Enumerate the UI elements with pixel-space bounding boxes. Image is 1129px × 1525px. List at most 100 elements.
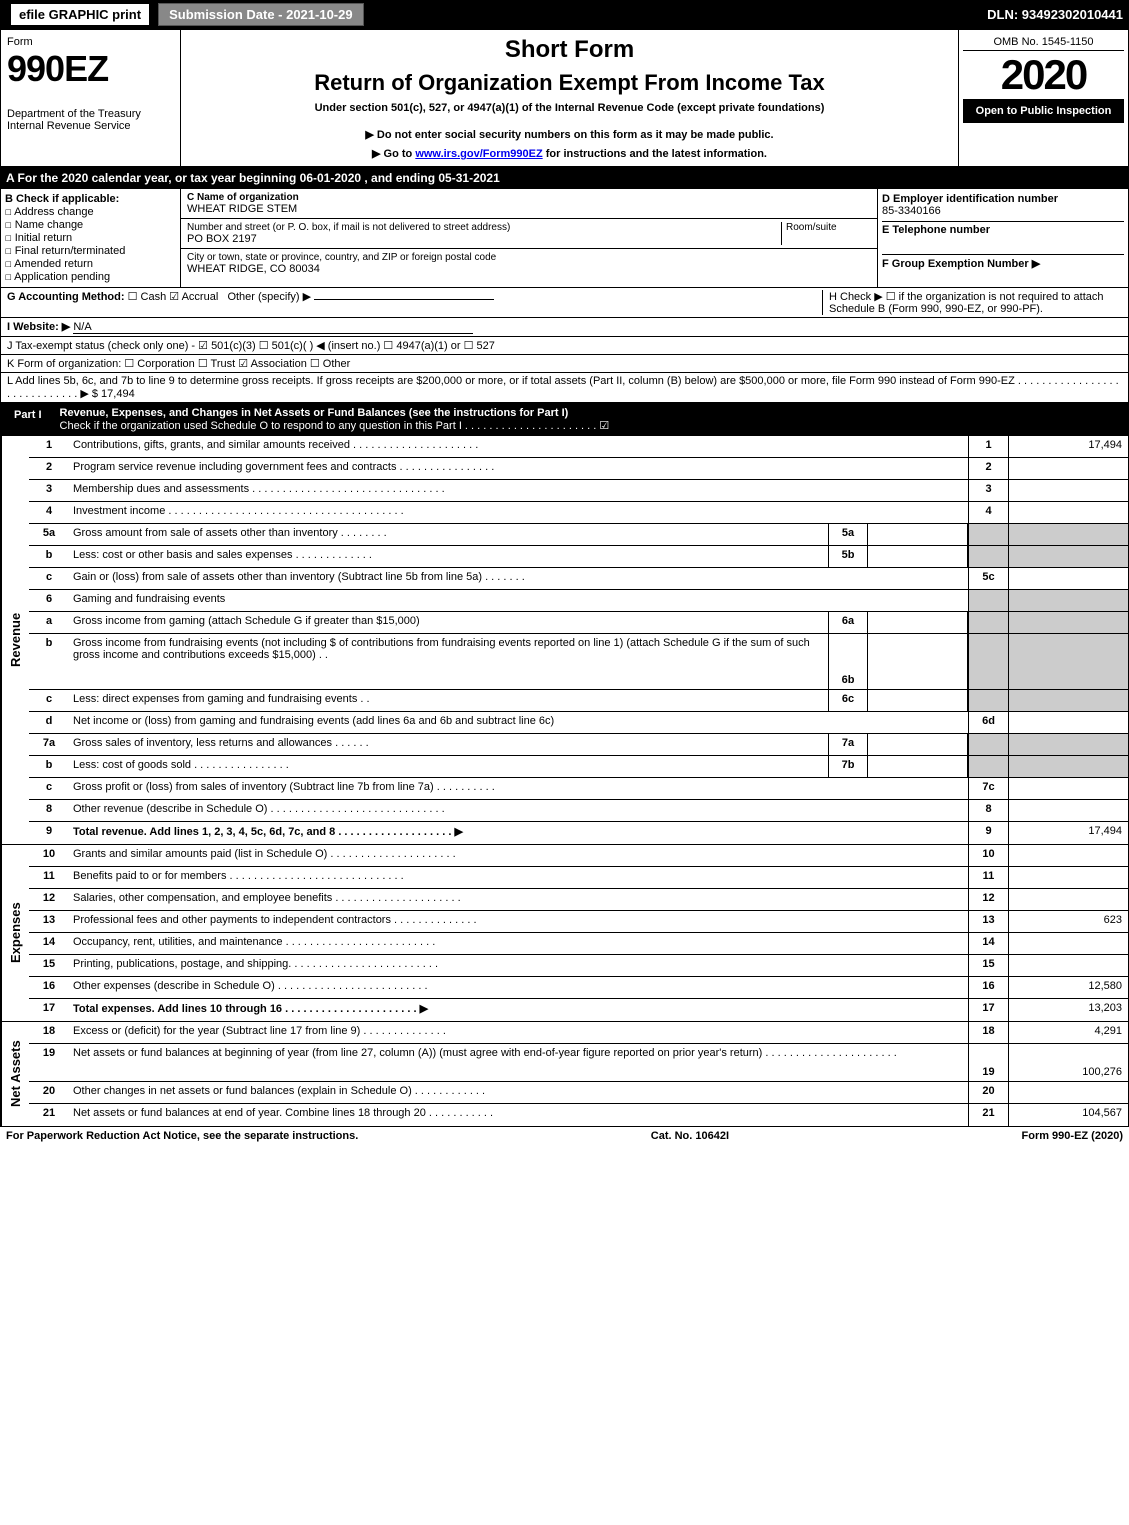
part1-title: Revenue, Expenses, and Changes in Net As… [60, 407, 610, 419]
line-6b: Gross income from fundraising events (no… [69, 634, 828, 689]
line-21: Net assets or fund balances at end of ye… [69, 1104, 968, 1126]
chk-amended-return: Amended return [14, 258, 93, 270]
line-19: Net assets or fund balances at beginning… [69, 1044, 968, 1081]
checkbox-icon[interactable]: ☐ [5, 270, 12, 283]
expenses-section: Expenses 10Grants and similar amounts pa… [0, 845, 1129, 1022]
form-word: Form [7, 36, 174, 48]
section-f-label: F Group Exemption Number ▶ [882, 254, 1124, 270]
top-bar: efile GRAPHIC print Submission Date - 20… [0, 0, 1129, 29]
line-5a: Gross amount from sale of assets other t… [69, 524, 828, 545]
checkbox-icon[interactable]: ☐ [5, 218, 12, 231]
line-10: Grants and similar amounts paid (list in… [69, 845, 968, 866]
room-suite-label: Room/suite [781, 222, 871, 245]
line-15: Printing, publications, postage, and shi… [69, 955, 968, 976]
dln-label: DLN: 93492302010441 [987, 7, 1123, 22]
footer-mid: Cat. No. 10642I [651, 1130, 729, 1142]
line-3: Membership dues and assessments . . . . … [69, 480, 968, 501]
section-d-label: D Employer identification number [882, 193, 1124, 205]
city-label: City or town, state or province, country… [187, 252, 871, 263]
warning-goto: ▶ Go to www.irs.gov/Form990EZ for instru… [187, 147, 952, 160]
net-assets-section: Net Assets 18Excess or (deficit) for the… [0, 1022, 1129, 1127]
line-9: Total revenue. Add lines 1, 2, 3, 4, 5c,… [69, 822, 968, 844]
section-i: I Website: ▶ N/A [0, 318, 1129, 337]
g-accrual: Accrual [182, 291, 219, 303]
website-value: N/A [73, 321, 473, 334]
line-17-value: 13,203 [1008, 999, 1128, 1021]
line-5b: Less: cost or other basis and sales expe… [69, 546, 828, 567]
section-b-title: B Check if applicable: [5, 193, 176, 205]
section-c-label: C Name of organization [187, 192, 871, 203]
irs-link[interactable]: www.irs.gov/Form990EZ [415, 148, 542, 160]
g-cash: Cash [141, 291, 167, 303]
section-h: H Check ▶ ☐ if the organization is not r… [822, 290, 1122, 315]
section-j: J Tax-exempt status (check only one) - ☑… [0, 337, 1129, 355]
tax-year: 2020 [963, 51, 1124, 99]
return-title: Return of Organization Exempt From Incom… [187, 70, 952, 96]
form-number: 990EZ [7, 48, 174, 90]
open-inspection: Open to Public Inspection [963, 99, 1124, 123]
submission-date-button[interactable]: Submission Date - 2021-10-29 [158, 3, 364, 26]
line-1: Contributions, gifts, grants, and simila… [69, 436, 968, 457]
line-7c: Gross profit or (loss) from sales of inv… [69, 778, 968, 799]
line-6c: Less: direct expenses from gaming and fu… [69, 690, 828, 711]
footer-right: Form 990-EZ (2020) [1022, 1130, 1123, 1142]
section-e-label: E Telephone number [882, 221, 1124, 236]
line-20: Other changes in net assets or fund bala… [69, 1082, 968, 1103]
revenue-section: Revenue 1Contributions, gifts, grants, a… [0, 436, 1129, 845]
line-21-value: 104,567 [1008, 1104, 1128, 1126]
expenses-vert-label: Expenses [1, 845, 29, 1021]
part1-label: Part I [6, 407, 50, 432]
checkbox-icon[interactable]: ☐ [5, 231, 12, 244]
line-18-value: 4,291 [1008, 1022, 1128, 1043]
revenue-vert-label: Revenue [1, 436, 29, 844]
line-6: Gaming and fundraising events [69, 590, 968, 611]
checkbox-icon[interactable]: ☐ [5, 257, 12, 270]
line-4: Investment income . . . . . . . . . . . … [69, 502, 968, 523]
line-16-value: 12,580 [1008, 977, 1128, 998]
chk-initial-return: Initial return [15, 232, 72, 244]
chk-final-return: Final return/terminated [15, 245, 126, 257]
g-other: Other (specify) ▶ [227, 291, 311, 303]
chk-address-change: Address change [14, 206, 94, 218]
line-13: Professional fees and other payments to … [69, 911, 968, 932]
line-6d: Net income or (loss) from gaming and fun… [69, 712, 968, 733]
line-7a: Gross sales of inventory, less returns a… [69, 734, 828, 755]
addr-label: Number and street (or P. O. box, if mail… [187, 222, 781, 233]
row-a-tax-year: A For the 2020 calendar year, or tax yea… [0, 167, 1129, 189]
section-g-h: G Accounting Method: ☐ Cash ☑ Accrual Ot… [0, 288, 1129, 318]
line-11: Benefits paid to or for members . . . . … [69, 867, 968, 888]
section-i-label: I Website: ▶ [7, 321, 70, 333]
irs-label: Internal Revenue Service [7, 120, 174, 132]
warning-ssn: ▶ Do not enter social security numbers o… [187, 128, 952, 141]
ein-value: 85-3340166 [882, 205, 1124, 217]
section-g-label: G Accounting Method: [7, 291, 125, 303]
dept-label: Department of the Treasury [7, 108, 174, 120]
chk-application-pending: Application pending [14, 271, 110, 283]
line-5c: Gain or (loss) from sale of assets other… [69, 568, 968, 589]
checkbox-icon[interactable]: ☐ [5, 205, 12, 218]
line-1-value: 17,494 [1008, 436, 1128, 457]
netassets-vert-label: Net Assets [1, 1022, 29, 1126]
section-k: K Form of organization: ☐ Corporation ☐ … [0, 355, 1129, 373]
line-14: Occupancy, rent, utilities, and maintena… [69, 933, 968, 954]
line-12: Salaries, other compensation, and employ… [69, 889, 968, 910]
org-address: PO BOX 2197 [187, 233, 781, 245]
short-form-title: Short Form [187, 36, 952, 64]
omb-number: OMB No. 1545-1150 [963, 34, 1124, 51]
line-7b: Less: cost of goods sold . . . . . . . .… [69, 756, 828, 777]
efile-print-button[interactable]: efile GRAPHIC print [10, 3, 150, 26]
line-17: Total expenses. Add lines 10 through 16 … [69, 999, 968, 1021]
org-info-section: B Check if applicable: ☐ Address change … [0, 189, 1129, 288]
footer-left: For Paperwork Reduction Act Notice, see … [6, 1130, 358, 1142]
line-2: Program service revenue including govern… [69, 458, 968, 479]
line-8: Other revenue (describe in Schedule O) .… [69, 800, 968, 821]
form-header: Form 990EZ Department of the Treasury In… [0, 29, 1129, 167]
line-13-value: 623 [1008, 911, 1128, 932]
page-footer: For Paperwork Reduction Act Notice, see … [0, 1127, 1129, 1145]
line-16: Other expenses (describe in Schedule O) … [69, 977, 968, 998]
checkbox-icon[interactable]: ☐ [5, 244, 12, 257]
section-l: L Add lines 5b, 6c, and 7b to line 9 to … [0, 373, 1129, 403]
org-city: WHEAT RIDGE, CO 80034 [187, 263, 871, 275]
under-section: Under section 501(c), 527, or 4947(a)(1)… [187, 102, 952, 114]
org-name: WHEAT RIDGE STEM [187, 203, 871, 215]
